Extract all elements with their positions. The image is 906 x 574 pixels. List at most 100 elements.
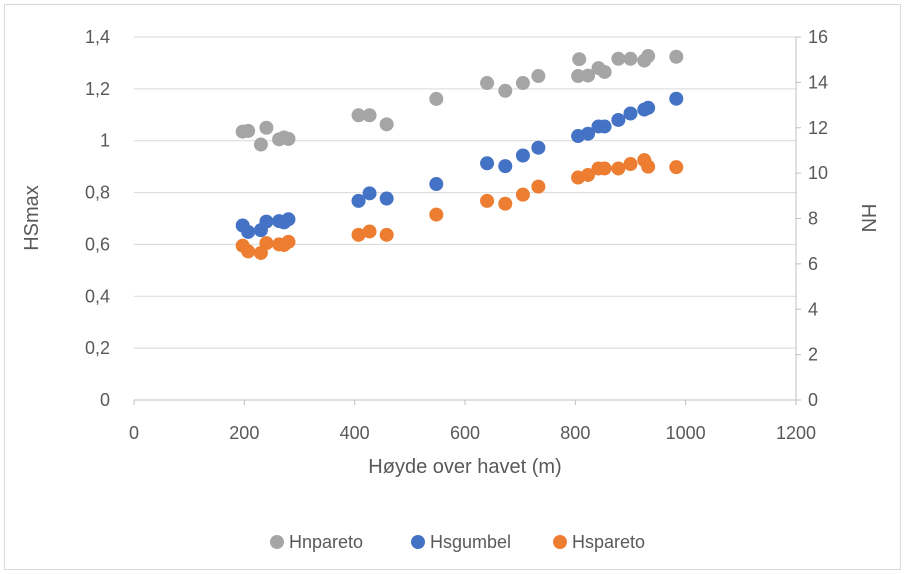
hnpareto-point-16 <box>572 52 587 67</box>
hsgumbel-point-3 <box>259 214 274 229</box>
y2-tick-label-6: 12 <box>808 118 828 138</box>
hnpareto-point-24 <box>669 49 684 64</box>
hspareto-point-8 <box>362 224 377 239</box>
hnpareto-point-23 <box>641 49 656 64</box>
legend-marker-hsgumbel <box>411 535 425 549</box>
gridlines <box>134 36 796 349</box>
hspareto-point-14 <box>531 179 546 194</box>
hsgumbel-point-1 <box>241 224 256 239</box>
hsgumbel-point-11 <box>480 156 495 171</box>
hspareto-point-23 <box>669 160 684 175</box>
chart-frame <box>4 4 901 570</box>
hspareto-point-20 <box>623 157 638 172</box>
legend-label-hspareto: Hspareto <box>572 532 645 552</box>
series-hnpareto <box>235 49 684 152</box>
hsgumbel-point-6 <box>281 212 296 227</box>
hnpareto-point-6 <box>281 131 296 146</box>
y2-tick-label-8: 16 <box>808 27 828 47</box>
x-axis-title: Høyde over havet (m) <box>368 456 561 478</box>
hsgumbel-point-23 <box>669 91 684 106</box>
y-tick-label-5: 1 <box>100 131 110 151</box>
y2-tick-label-1: 2 <box>808 345 818 365</box>
legend: Hnpareto Hsgumbel Hspareto <box>270 532 645 552</box>
hspareto-point-6 <box>281 234 296 249</box>
hnpareto-point-9 <box>379 117 394 132</box>
x-tick-label-0: 0 <box>129 423 139 443</box>
x-tick-label-3: 600 <box>450 423 480 443</box>
hnpareto-point-1 <box>241 123 256 138</box>
hnpareto-point-3 <box>259 120 274 135</box>
hspareto-point-11 <box>480 193 495 208</box>
y2-tick-label-7: 14 <box>808 72 828 92</box>
x-tick-label-5: 1000 <box>666 423 706 443</box>
hspareto-point-22 <box>641 159 656 174</box>
hnpareto-point-12 <box>498 83 513 98</box>
hsgumbel-point-7 <box>351 193 366 208</box>
hspareto-point-9 <box>379 227 394 242</box>
data-points <box>235 49 684 260</box>
hsgumbel-point-8 <box>362 186 377 201</box>
y-tick-label-1: 0,2 <box>85 338 110 358</box>
y2-tick-label-4: 8 <box>808 209 818 229</box>
legend-marker-hnpareto <box>270 535 284 549</box>
legend-label-hnpareto: Hnpareto <box>289 532 363 552</box>
hnpareto-point-21 <box>623 51 638 66</box>
hspareto-point-13 <box>515 187 530 202</box>
hspareto-point-12 <box>498 196 513 211</box>
hsgumbel-point-19 <box>611 112 626 127</box>
hnpareto-point-19 <box>597 64 612 79</box>
hnpareto-point-7 <box>351 108 366 123</box>
hspareto-point-10 <box>429 207 444 222</box>
axes <box>133 36 801 405</box>
hnpareto-point-13 <box>515 76 530 91</box>
hsgumbel-point-9 <box>379 191 394 206</box>
hsgumbel-point-18 <box>597 119 612 134</box>
hsgumbel-point-14 <box>531 140 546 155</box>
hspareto-point-16 <box>581 167 596 182</box>
x-tick-label-1: 200 <box>229 423 259 443</box>
hsgumbel-point-20 <box>623 106 638 121</box>
hnpareto-point-15 <box>571 69 586 84</box>
y-tick-label-4: 0,8 <box>85 183 110 203</box>
hspareto-point-19 <box>611 161 626 176</box>
hnpareto-point-2 <box>253 137 268 152</box>
hsgumbel-point-22 <box>641 100 656 115</box>
hnpareto-point-14 <box>531 69 546 84</box>
series-hspareto <box>235 153 684 260</box>
y2-tick-label-3: 6 <box>808 254 818 274</box>
hsgumbel-point-16 <box>581 126 596 141</box>
x-tick-label-2: 400 <box>340 423 370 443</box>
x-axis-ticks: 0 200 400 600 800 1000 1200 <box>129 423 816 443</box>
x-tick-label-4: 800 <box>560 423 590 443</box>
series-hsgumbel <box>235 91 684 239</box>
y-tick-label-6: 1,2 <box>85 79 110 99</box>
y2-tick-label-5: 10 <box>808 163 828 183</box>
x-tick-label-6: 1200 <box>776 423 816 443</box>
y2-axis-title: HN <box>857 204 879 233</box>
legend-label-hsgumbel: Hsgumbel <box>430 532 511 552</box>
hsgumbel-point-12 <box>498 159 513 174</box>
right-axis-ticks: 0 2 4 6 8 10 12 14 16 <box>808 27 828 410</box>
y-tick-label-0: 0 <box>100 390 110 410</box>
hnpareto-point-11 <box>480 76 495 91</box>
legend-marker-hspareto <box>553 535 567 549</box>
hnpareto-point-8 <box>362 108 377 123</box>
hnpareto-point-20 <box>611 51 626 66</box>
hnpareto-point-10 <box>429 91 444 106</box>
hsgumbel-point-13 <box>515 148 530 163</box>
y-axis-title: HSmax <box>21 185 43 251</box>
y2-tick-label-2: 4 <box>808 299 818 319</box>
hspareto-point-1 <box>241 244 256 259</box>
y-tick-label-2: 0,4 <box>85 286 110 306</box>
hnpareto-point-17 <box>581 68 596 83</box>
y-tick-label-3: 0,6 <box>85 234 110 254</box>
hspareto-point-18 <box>597 161 612 176</box>
hspareto-point-7 <box>351 227 366 242</box>
y2-tick-label-0: 0 <box>808 390 818 410</box>
hsgumbel-point-10 <box>429 177 444 192</box>
left-axis-ticks: 0 0,2 0,4 0,6 0,8 1 1,2 1,4 <box>85 27 110 410</box>
y-tick-label-7: 1,4 <box>85 27 110 47</box>
hspareto-point-3 <box>259 236 274 251</box>
